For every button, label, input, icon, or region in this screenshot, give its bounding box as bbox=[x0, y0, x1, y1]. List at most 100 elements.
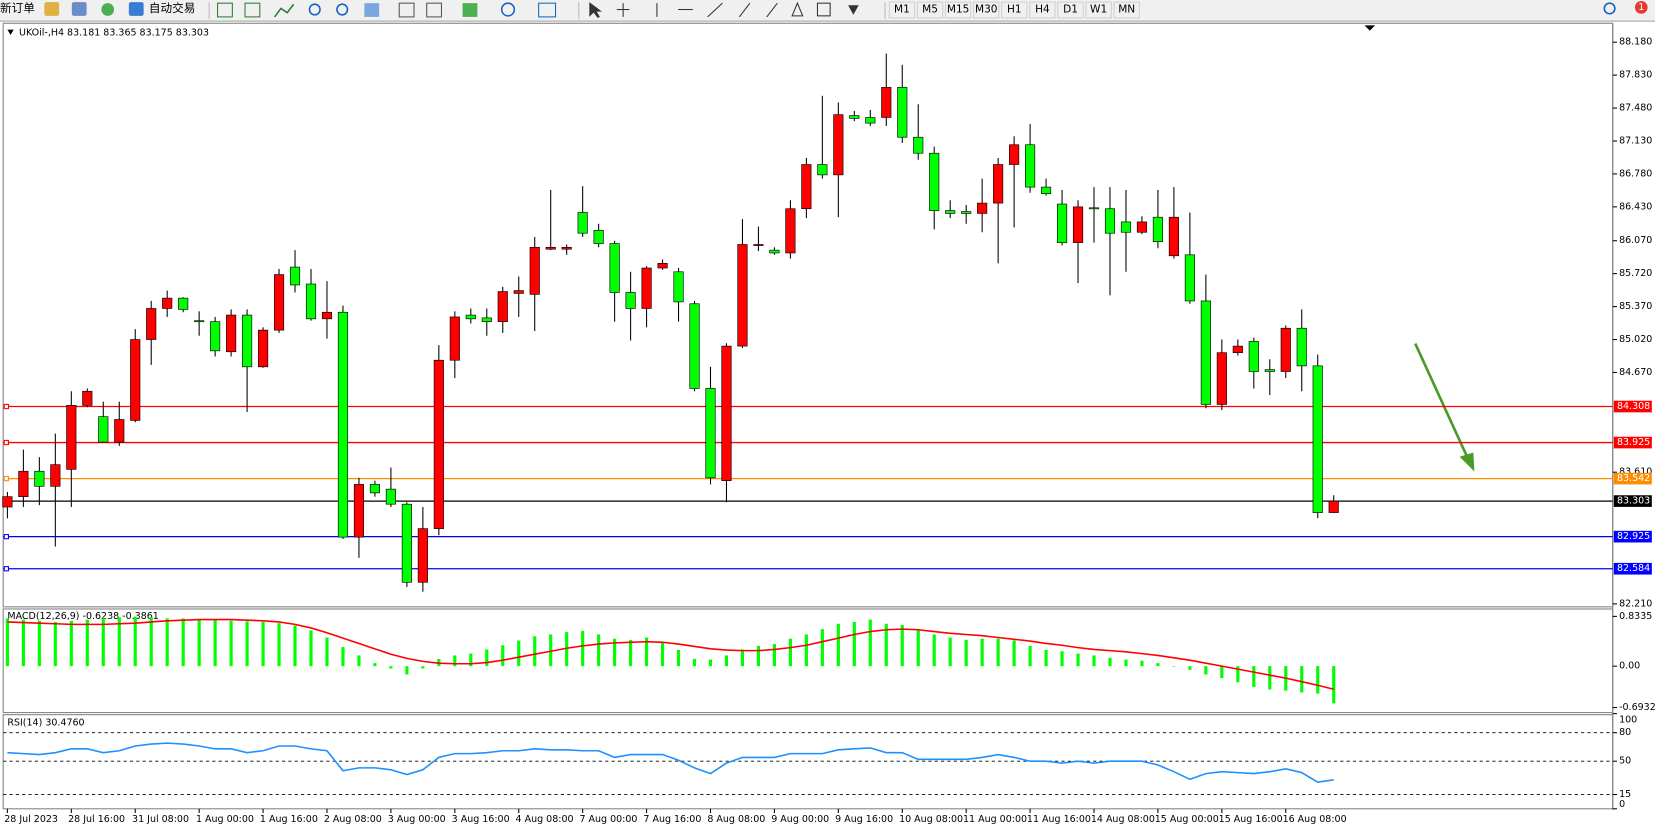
icon[interactable] bbox=[500, 2, 516, 17]
arrows-tool[interactable] bbox=[848, 5, 859, 15]
candle-body bbox=[1009, 144, 1020, 165]
macd-bar bbox=[117, 617, 121, 667]
y-tick-label: 87.480 bbox=[1619, 103, 1652, 114]
icon[interactable] bbox=[217, 2, 233, 18]
trendline-tool[interactable] bbox=[707, 2, 723, 18]
y-tick-label: 85.720 bbox=[1619, 268, 1652, 279]
timeframe-label[interactable]: H4 bbox=[1035, 4, 1050, 16]
auto-trading-icon[interactable] bbox=[128, 2, 144, 16]
candle-body bbox=[849, 115, 860, 119]
candle-body bbox=[130, 339, 141, 421]
rsi-title: RSI(14) 30.4760 bbox=[7, 718, 84, 729]
icon[interactable] bbox=[71, 2, 87, 16]
candle-body bbox=[273, 274, 285, 331]
candle-body bbox=[114, 419, 125, 443]
macd-bar bbox=[1060, 651, 1064, 667]
timeframe-button[interactable] bbox=[1113, 1, 1140, 19]
candle-body bbox=[785, 208, 796, 254]
macd-bar bbox=[1140, 660, 1144, 667]
timeframe-label[interactable]: M5 bbox=[922, 4, 938, 16]
price-label: 83.303 bbox=[1617, 496, 1650, 507]
zoom-in[interactable] bbox=[308, 3, 321, 16]
timeframe-button[interactable] bbox=[944, 1, 972, 19]
timeframe-label[interactable]: MN bbox=[1118, 4, 1135, 16]
icon[interactable] bbox=[426, 2, 443, 18]
candle-body bbox=[178, 297, 189, 310]
price-label-box bbox=[1613, 495, 1652, 507]
notification-badge[interactable] bbox=[1634, 1, 1648, 14]
candle-body bbox=[497, 291, 508, 322]
x-tick-label: 3 Aug 16:00 bbox=[452, 814, 510, 825]
candle-body bbox=[1312, 365, 1323, 513]
fibo-tool[interactable] bbox=[766, 2, 778, 18]
timeframe-label[interactable]: M15 bbox=[947, 4, 970, 16]
timeframe-button[interactable] bbox=[973, 1, 1000, 19]
search[interactable] bbox=[1603, 2, 1616, 15]
price-label-box bbox=[1613, 436, 1652, 449]
timeframe-button[interactable] bbox=[916, 1, 944, 19]
macd-title: MACD(12,26,9) -0.6238 -0.3861 bbox=[7, 611, 158, 622]
icon[interactable] bbox=[244, 2, 261, 18]
icon[interactable] bbox=[538, 2, 557, 18]
macd-bar bbox=[996, 638, 1000, 667]
candle-body bbox=[513, 290, 524, 294]
y-tick-label: -0.6932 bbox=[1619, 702, 1655, 713]
candle-body bbox=[257, 329, 269, 368]
macd-bar bbox=[1156, 663, 1160, 667]
timeframe-label[interactable]: D1 bbox=[1063, 4, 1078, 16]
timeframe-button[interactable] bbox=[1057, 1, 1084, 19]
candle-body bbox=[18, 470, 29, 497]
macd-bar bbox=[676, 650, 681, 667]
candle-body bbox=[881, 87, 892, 118]
timeframe-button[interactable] bbox=[1085, 1, 1112, 19]
macd-bar bbox=[373, 663, 377, 667]
icon[interactable] bbox=[462, 3, 478, 17]
candle-body bbox=[753, 244, 764, 246]
y-tick-label: 0.00 bbox=[1619, 661, 1640, 672]
timeframe-label[interactable]: M30 bbox=[975, 4, 998, 16]
label-tool[interactable] bbox=[816, 2, 831, 17]
candle-body bbox=[817, 164, 828, 176]
cursor-tool[interactable] bbox=[589, 2, 603, 18]
icon[interactable] bbox=[398, 2, 415, 18]
text-tool[interactable] bbox=[791, 1, 804, 17]
macd-bar bbox=[644, 637, 649, 667]
channel-tool[interactable] bbox=[738, 2, 751, 18]
icon[interactable] bbox=[273, 3, 295, 18]
macd-bar bbox=[884, 623, 888, 667]
y-tick-label: 86.070 bbox=[1619, 235, 1652, 246]
icon[interactable] bbox=[364, 3, 380, 17]
shift-marker bbox=[1364, 25, 1376, 31]
timeframe-button[interactable] bbox=[1029, 1, 1056, 19]
x-tick-label: 28 Jul 16:00 bbox=[68, 814, 125, 825]
timeframe-button[interactable] bbox=[888, 1, 916, 19]
macd-bar bbox=[309, 630, 313, 667]
y-tick-label: 87.830 bbox=[1619, 70, 1652, 81]
macd-bar bbox=[772, 644, 777, 667]
timeframe-label[interactable]: M1 bbox=[894, 4, 910, 16]
timeframe-button[interactable] bbox=[1001, 1, 1028, 19]
macd-bar bbox=[613, 638, 617, 667]
macd-bar bbox=[293, 625, 297, 667]
macd-bar bbox=[5, 618, 9, 667]
auto-trading-button[interactable]: 自动交易 bbox=[149, 1, 195, 15]
macd-bar bbox=[357, 655, 361, 667]
timeframe-label[interactable]: W1 bbox=[1090, 4, 1107, 16]
timeframe-label[interactable]: H1 bbox=[1007, 4, 1022, 16]
y-tick-label: 86.430 bbox=[1619, 201, 1652, 212]
zoom-out[interactable] bbox=[336, 3, 349, 16]
y-tick-label: 80 bbox=[1619, 727, 1631, 738]
icon[interactable] bbox=[101, 3, 115, 16]
icon[interactable] bbox=[44, 2, 60, 16]
candle-body bbox=[993, 164, 1004, 204]
x-tick-label: 4 Aug 08:00 bbox=[516, 814, 574, 825]
new-order-button[interactable]: 新订单 bbox=[0, 1, 35, 15]
macd-bar bbox=[21, 619, 25, 667]
candle-body bbox=[401, 503, 412, 583]
macd-bar bbox=[325, 637, 329, 667]
y-tick-label: 86.780 bbox=[1619, 168, 1652, 179]
macd-bar bbox=[1332, 666, 1336, 704]
macd-bar bbox=[804, 634, 808, 667]
candle-body bbox=[1280, 327, 1291, 372]
